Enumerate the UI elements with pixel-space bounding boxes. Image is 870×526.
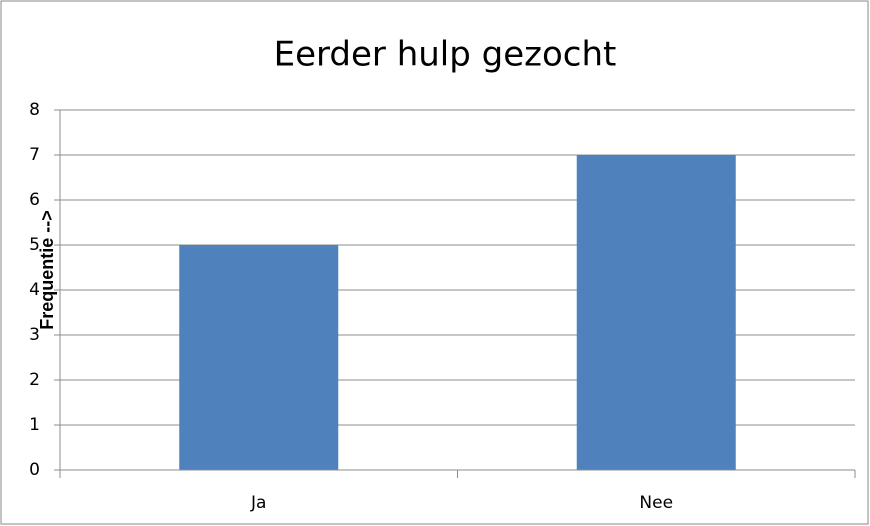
y-tick-label: 6 (29, 190, 40, 210)
y-tick-label: 1 (29, 415, 40, 435)
y-tick-label: 8 (29, 100, 40, 120)
y-axis-label: Frequentie --> (37, 210, 57, 330)
y-tick-label: 0 (29, 460, 40, 480)
y-tick-label: 3 (29, 325, 40, 345)
bar (576, 155, 736, 470)
y-tick-label: 4 (29, 280, 40, 300)
y-tick-label: 2 (29, 370, 40, 390)
x-tick-label: Ja (250, 493, 266, 513)
y-tick-label: 5 (29, 235, 40, 255)
y-tick-label: 7 (29, 145, 40, 165)
chart-title: Eerder hulp gezocht (274, 35, 617, 75)
x-tick-label: Nee (639, 493, 673, 513)
bar (179, 245, 339, 470)
